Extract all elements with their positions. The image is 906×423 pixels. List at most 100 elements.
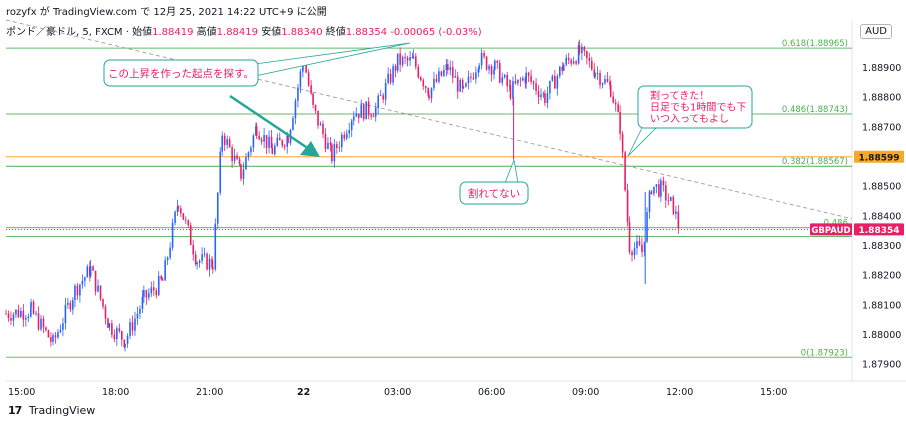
candle-body	[606, 78, 609, 82]
change-value: -0.00065 (-0.03%)	[390, 27, 482, 38]
candle-body	[141, 296, 144, 309]
candle-body	[99, 285, 102, 300]
currency-badge[interactable]: AUD	[860, 24, 892, 39]
candle-body	[278, 137, 281, 141]
candle-body	[483, 52, 485, 57]
candle-body	[30, 302, 32, 308]
candle-body	[287, 135, 289, 143]
candle-body	[440, 71, 443, 76]
candle-body	[338, 147, 341, 149]
candle-body	[79, 284, 81, 296]
fib-level-label: 0.486(1.88743)	[782, 105, 848, 115]
candle-body	[226, 139, 228, 145]
candle-body	[124, 343, 126, 348]
y-tick-label: 1.88100	[862, 300, 901, 311]
candle-body	[52, 335, 54, 342]
candle-body	[126, 335, 129, 344]
candle-body	[382, 95, 384, 100]
candle-body	[477, 69, 480, 73]
candle-body	[47, 330, 50, 338]
candle-body	[136, 313, 139, 319]
candle-body	[514, 81, 517, 84]
candle-body	[387, 73, 389, 83]
candle-body	[252, 135, 255, 148]
candle-body	[245, 157, 247, 170]
candle-body	[161, 279, 164, 281]
candle-body	[255, 126, 258, 136]
tradingview-logo-icon: 17	[8, 404, 22, 417]
candle-body	[81, 280, 84, 285]
candle-body	[583, 46, 586, 51]
candle-body	[669, 196, 672, 201]
candle-body	[537, 91, 540, 98]
candle-body	[581, 46, 583, 54]
candle-body	[166, 257, 169, 261]
candle-body	[94, 270, 97, 292]
candle-body	[113, 334, 116, 339]
candle-body	[601, 83, 604, 85]
candle-body	[265, 135, 268, 148]
candle-body	[494, 60, 496, 70]
candle-body	[360, 104, 363, 118]
x-tick-label: 22	[297, 387, 310, 398]
candle-body	[307, 72, 310, 86]
candle-body	[169, 247, 171, 258]
candle-body	[624, 152, 626, 191]
candle-body	[667, 200, 670, 202]
candle-body	[675, 211, 677, 214]
candle-body	[617, 104, 619, 113]
candle-body	[542, 93, 545, 95]
fib-level-label: 0.382(1.88567)	[782, 157, 848, 167]
candle-body	[525, 72, 527, 84]
candle-body	[216, 192, 219, 224]
candle-body	[102, 299, 104, 307]
candle-body	[596, 73, 599, 74]
candle-body	[189, 225, 192, 246]
candle-body	[522, 78, 524, 81]
candle-body	[570, 59, 572, 64]
callout-text: 割れてない	[468, 187, 520, 200]
candle-body	[152, 287, 155, 291]
candle-body	[294, 100, 297, 119]
candle-body	[374, 107, 377, 117]
low-label: 安値	[261, 27, 282, 38]
candle-body	[247, 152, 250, 158]
candle-body	[540, 94, 542, 98]
candle-body	[194, 254, 197, 265]
candle-body	[646, 212, 648, 242]
candle-body	[27, 316, 30, 319]
candle-body	[614, 102, 617, 105]
candle-body	[45, 327, 47, 331]
candle-body	[372, 116, 375, 118]
candle-body	[415, 56, 417, 67]
candle-body	[609, 85, 612, 97]
candle-body	[260, 139, 263, 142]
candle-body	[465, 83, 467, 87]
candle-body	[72, 300, 74, 310]
candle-body	[612, 96, 615, 103]
candle-body	[430, 87, 433, 99]
tradingview-footer[interactable]: 17 TradingView	[8, 404, 95, 417]
low-value: 1.88340	[281, 27, 323, 38]
candle-body	[631, 251, 633, 256]
candle-body	[37, 313, 40, 330]
current-price-tag	[854, 150, 904, 163]
candle-body	[299, 71, 302, 88]
candle-body	[365, 101, 368, 120]
ohlc-legend: ポンド／豪ドル, 5, FXCM · 始値1.88419 高値1.88419 安…	[6, 27, 482, 38]
candle-body	[419, 77, 422, 81]
candle-body	[187, 220, 190, 226]
candle-body	[588, 57, 591, 61]
y-tick-label: 1.88200	[862, 271, 901, 282]
candle-body	[384, 82, 387, 100]
candle-body	[653, 186, 655, 194]
close-label: 終値	[325, 27, 346, 38]
candle-body	[25, 318, 27, 320]
candle-body	[357, 113, 360, 118]
candle-body	[496, 60, 499, 63]
candle-body	[174, 211, 176, 224]
callout-pointer	[627, 127, 657, 157]
candle-body	[274, 145, 276, 154]
candle-body	[196, 263, 198, 265]
